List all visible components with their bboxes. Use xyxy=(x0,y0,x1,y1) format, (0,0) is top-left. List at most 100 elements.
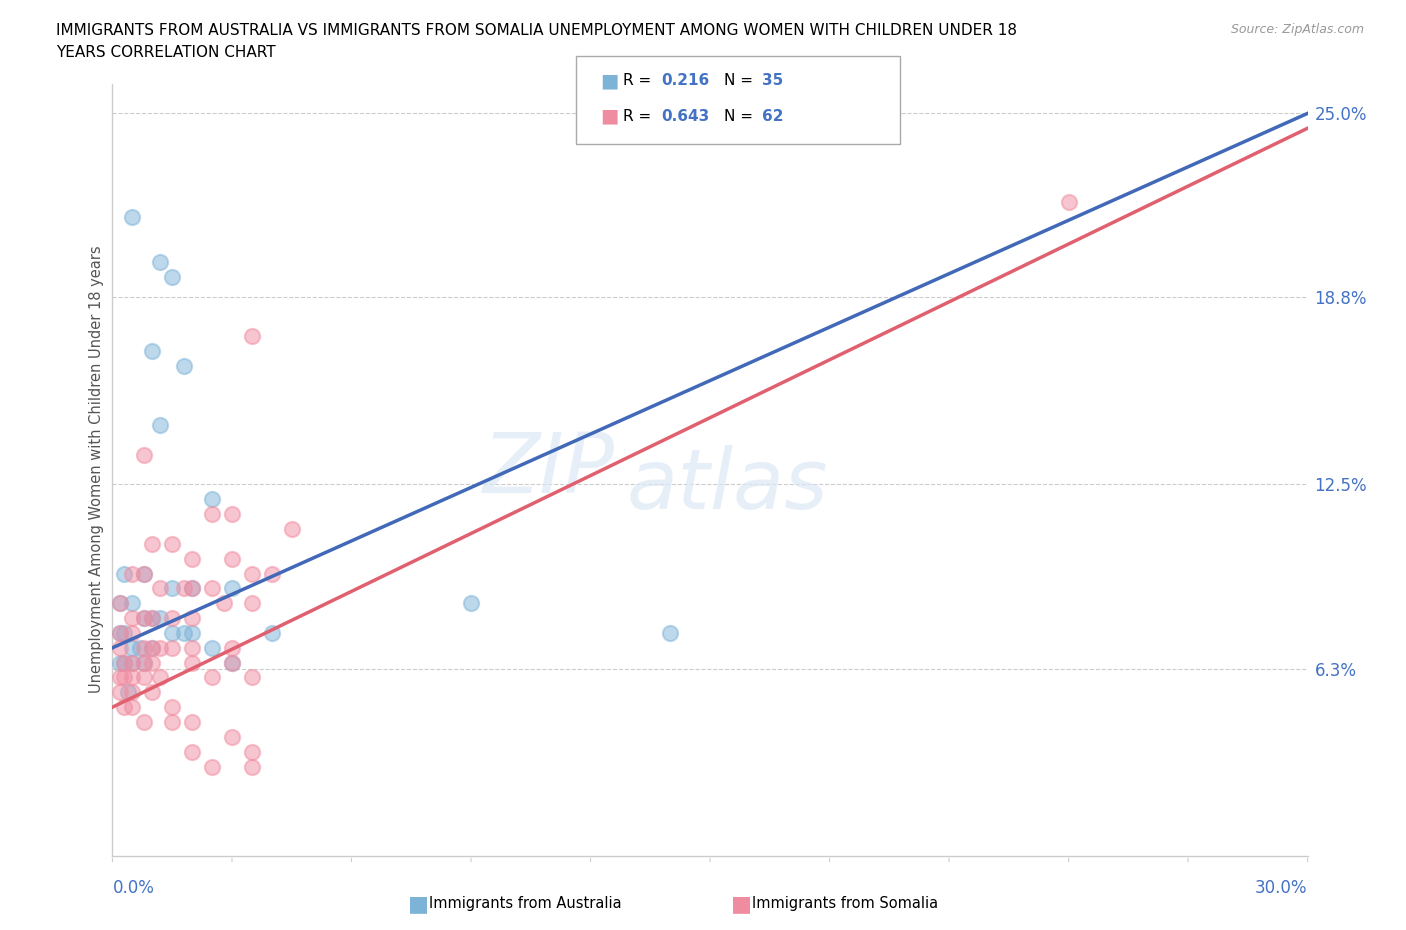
Point xyxy=(141,641,163,656)
Point xyxy=(181,551,204,566)
Point xyxy=(221,655,243,670)
Point xyxy=(110,626,132,641)
Text: ■: ■ xyxy=(408,894,429,914)
Point xyxy=(121,611,143,626)
Point xyxy=(162,270,183,285)
Point xyxy=(181,611,204,626)
Text: ■: ■ xyxy=(731,894,752,914)
Point xyxy=(173,358,195,373)
Point xyxy=(114,655,135,670)
Point xyxy=(121,684,143,699)
Text: Immigrants from Australia: Immigrants from Australia xyxy=(429,897,621,911)
Point xyxy=(121,626,143,641)
Point xyxy=(110,596,132,611)
Point xyxy=(110,596,132,611)
Point xyxy=(141,611,163,626)
Point xyxy=(201,492,224,507)
Point xyxy=(221,641,243,656)
Point xyxy=(240,328,263,343)
Point xyxy=(240,744,263,759)
Point xyxy=(134,611,156,626)
Point xyxy=(162,641,183,656)
Point xyxy=(110,684,132,699)
Point xyxy=(240,759,263,774)
Point xyxy=(114,566,135,581)
Point xyxy=(181,714,204,729)
Point xyxy=(173,581,195,596)
Point xyxy=(201,507,224,522)
Text: R =: R = xyxy=(623,109,657,124)
Text: 30.0%: 30.0% xyxy=(1256,880,1308,897)
Text: 0.216: 0.216 xyxy=(661,73,709,88)
Point xyxy=(110,655,132,670)
Point xyxy=(221,507,243,522)
Point xyxy=(221,581,243,596)
Text: 0.0%: 0.0% xyxy=(112,880,155,897)
Point xyxy=(281,522,304,537)
Point xyxy=(162,699,183,714)
Point xyxy=(173,626,195,641)
Text: Immigrants from Somalia: Immigrants from Somalia xyxy=(752,897,938,911)
Point xyxy=(221,655,243,670)
Point xyxy=(121,699,143,714)
Point xyxy=(134,447,156,462)
Point xyxy=(141,537,163,551)
Point xyxy=(201,759,224,774)
Point xyxy=(260,626,283,641)
Point xyxy=(212,596,235,611)
Point xyxy=(129,641,152,656)
Text: R =: R = xyxy=(623,73,657,88)
Text: Source: ZipAtlas.com: Source: ZipAtlas.com xyxy=(1230,23,1364,36)
Text: N =: N = xyxy=(724,109,758,124)
Point xyxy=(260,566,283,581)
Text: ZIP: ZIP xyxy=(482,429,614,511)
Point xyxy=(1057,195,1080,210)
Point xyxy=(110,626,132,641)
Point xyxy=(162,626,183,641)
Point xyxy=(121,566,143,581)
Point xyxy=(240,566,263,581)
Point xyxy=(162,537,183,551)
Point xyxy=(240,670,263,684)
Point xyxy=(134,655,156,670)
Text: ■: ■ xyxy=(600,72,619,90)
Point xyxy=(117,684,139,699)
Point xyxy=(134,670,156,684)
Point xyxy=(221,729,243,744)
Text: N =: N = xyxy=(724,73,758,88)
Point xyxy=(121,655,143,670)
Point xyxy=(460,596,482,611)
Text: ■: ■ xyxy=(600,107,619,126)
Text: 0.643: 0.643 xyxy=(661,109,709,124)
Point xyxy=(121,210,143,225)
Point xyxy=(121,655,143,670)
Point xyxy=(114,655,135,670)
Point xyxy=(134,566,156,581)
Point xyxy=(181,655,204,670)
Point xyxy=(134,655,156,670)
Point xyxy=(110,670,132,684)
Point xyxy=(141,655,163,670)
Point xyxy=(141,641,163,656)
Point xyxy=(110,641,132,656)
Point xyxy=(149,581,172,596)
Point xyxy=(149,255,172,270)
Point xyxy=(121,641,143,656)
Point xyxy=(162,714,183,729)
Text: YEARS CORRELATION CHART: YEARS CORRELATION CHART xyxy=(56,45,276,60)
Point xyxy=(134,641,156,656)
Point xyxy=(114,699,135,714)
Point xyxy=(162,611,183,626)
Y-axis label: Unemployment Among Women with Children Under 18 years: Unemployment Among Women with Children U… xyxy=(89,246,104,694)
Point xyxy=(181,744,204,759)
Text: 62: 62 xyxy=(762,109,783,124)
Point xyxy=(181,581,204,596)
Point xyxy=(181,626,204,641)
Point xyxy=(201,641,224,656)
Point xyxy=(141,343,163,358)
Point xyxy=(141,611,163,626)
Point xyxy=(149,641,172,656)
Text: IMMIGRANTS FROM AUSTRALIA VS IMMIGRANTS FROM SOMALIA UNEMPLOYMENT AMONG WOMEN WI: IMMIGRANTS FROM AUSTRALIA VS IMMIGRANTS … xyxy=(56,23,1017,38)
Point xyxy=(181,581,204,596)
Point xyxy=(162,581,183,596)
